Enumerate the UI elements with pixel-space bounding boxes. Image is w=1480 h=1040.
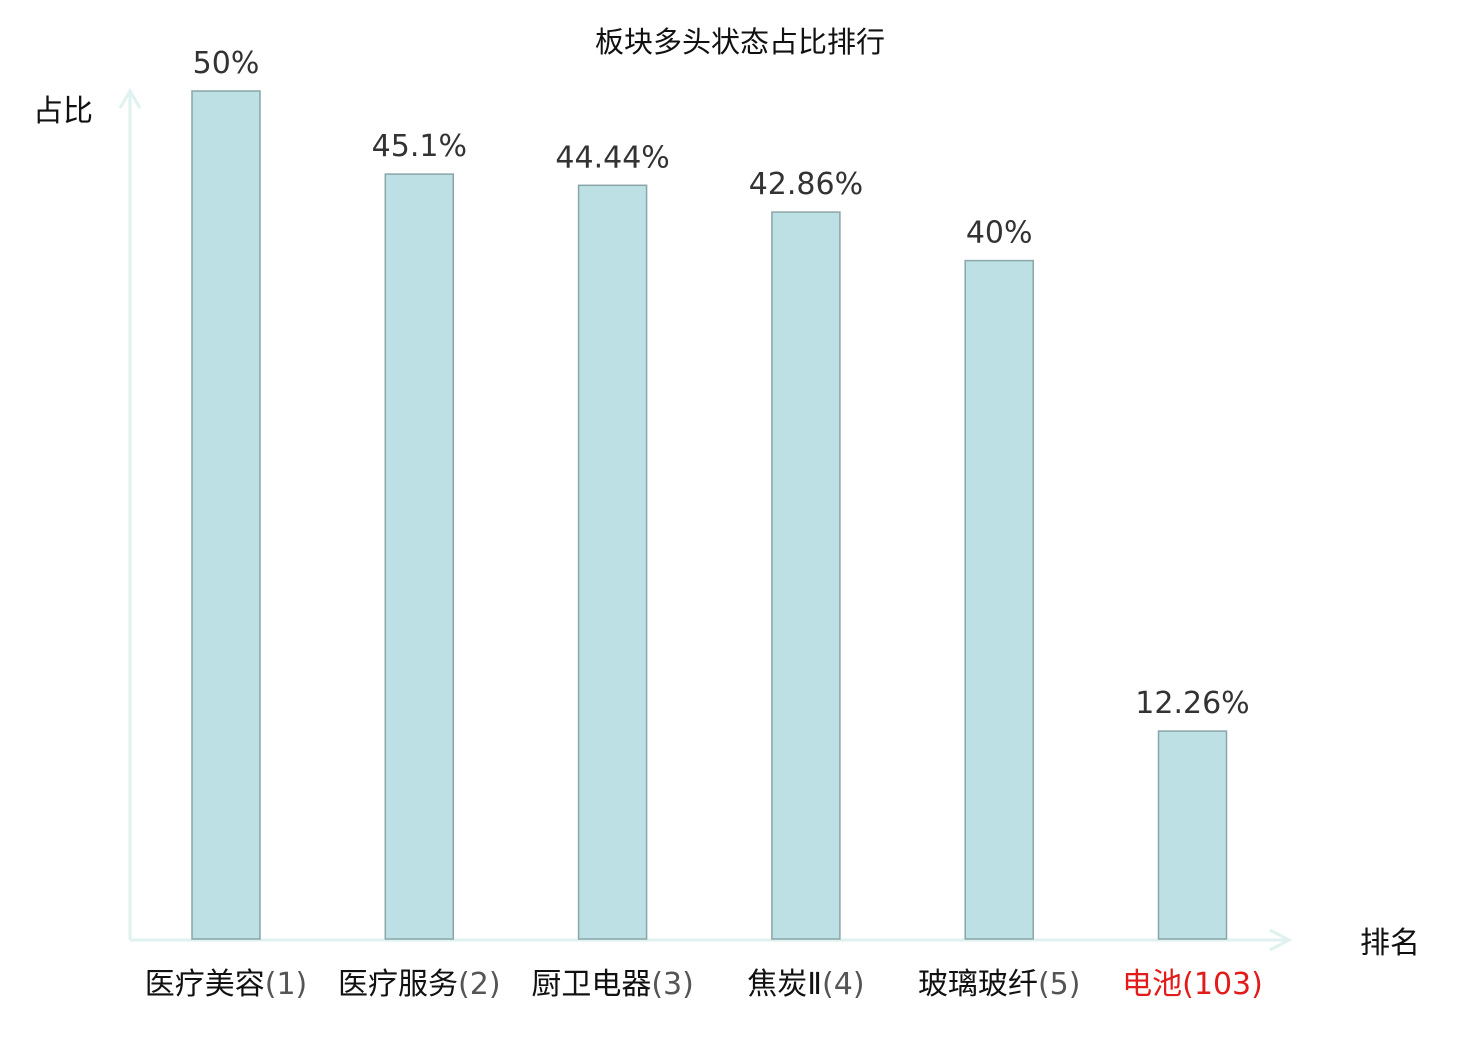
y-axis-arrow — [118, 88, 142, 109]
bar — [964, 259, 1034, 940]
bar-value-label: 45.1% — [372, 129, 467, 164]
bar — [191, 90, 261, 940]
x-tick-label-rank: (4) — [822, 967, 865, 1002]
category-labels-group: 医疗美容(1) 医疗服务(2) 厨卫电器(3) 焦炭Ⅱ(4) 玻璃玻纤(5) 电池(103… — [145, 967, 1263, 1002]
x-tick-label: 电池(103) — [1122, 967, 1263, 1002]
bar-value-label: 42.86% — [749, 167, 863, 202]
x-tick-label-name: 医疗服务 — [338, 967, 458, 1002]
x-tick-label: 医疗美容(1) — [145, 967, 308, 1002]
x-tick-label: 焦炭Ⅱ(4) — [747, 967, 864, 1002]
x-tick-label-name: 焦炭Ⅱ — [747, 967, 822, 1002]
bar-value-label: 50% — [193, 46, 260, 81]
x-tick-label-rank: (5) — [1038, 967, 1081, 1002]
bar-value-label: 40% — [966, 216, 1033, 251]
x-tick-label-name: 玻璃玻纤 — [918, 967, 1038, 1002]
x-tick-label-rank: (3) — [651, 967, 694, 1002]
x-tick-label-name: 电池 — [1122, 967, 1182, 1002]
x-tick-label-name: 医疗美容 — [145, 967, 265, 1002]
x-tick-label-rank: (1) — [265, 967, 308, 1002]
y-axis-label: 占比 — [33, 94, 93, 129]
value-labels-group: 50% 45.1% 44.44% 42.86% 40% 12.26% — [193, 46, 1250, 721]
x-tick-label: 医疗服务(2) — [338, 967, 501, 1002]
x-tick-label: 厨卫电器(3) — [531, 967, 694, 1002]
x-tick-label: 玻璃玻纤(5) — [918, 967, 1080, 1002]
bar — [771, 211, 841, 940]
bar — [577, 184, 648, 940]
x-axis-label: 排名 — [1360, 926, 1420, 961]
bars-group — [191, 90, 1228, 940]
x-tick-label-rank: (2) — [458, 967, 501, 1002]
x-tick-label-name: 厨卫电器 — [531, 967, 651, 1002]
bar — [1157, 730, 1228, 940]
bar-value-label: 44.44% — [555, 140, 669, 175]
chart-title: 板块多头状态占比排行 — [595, 25, 885, 59]
bar — [384, 173, 455, 940]
x-axis-arrow — [1269, 928, 1293, 952]
bar-value-label: 12.26% — [1135, 686, 1249, 721]
x-tick-label-rank: (103) — [1182, 967, 1263, 1002]
